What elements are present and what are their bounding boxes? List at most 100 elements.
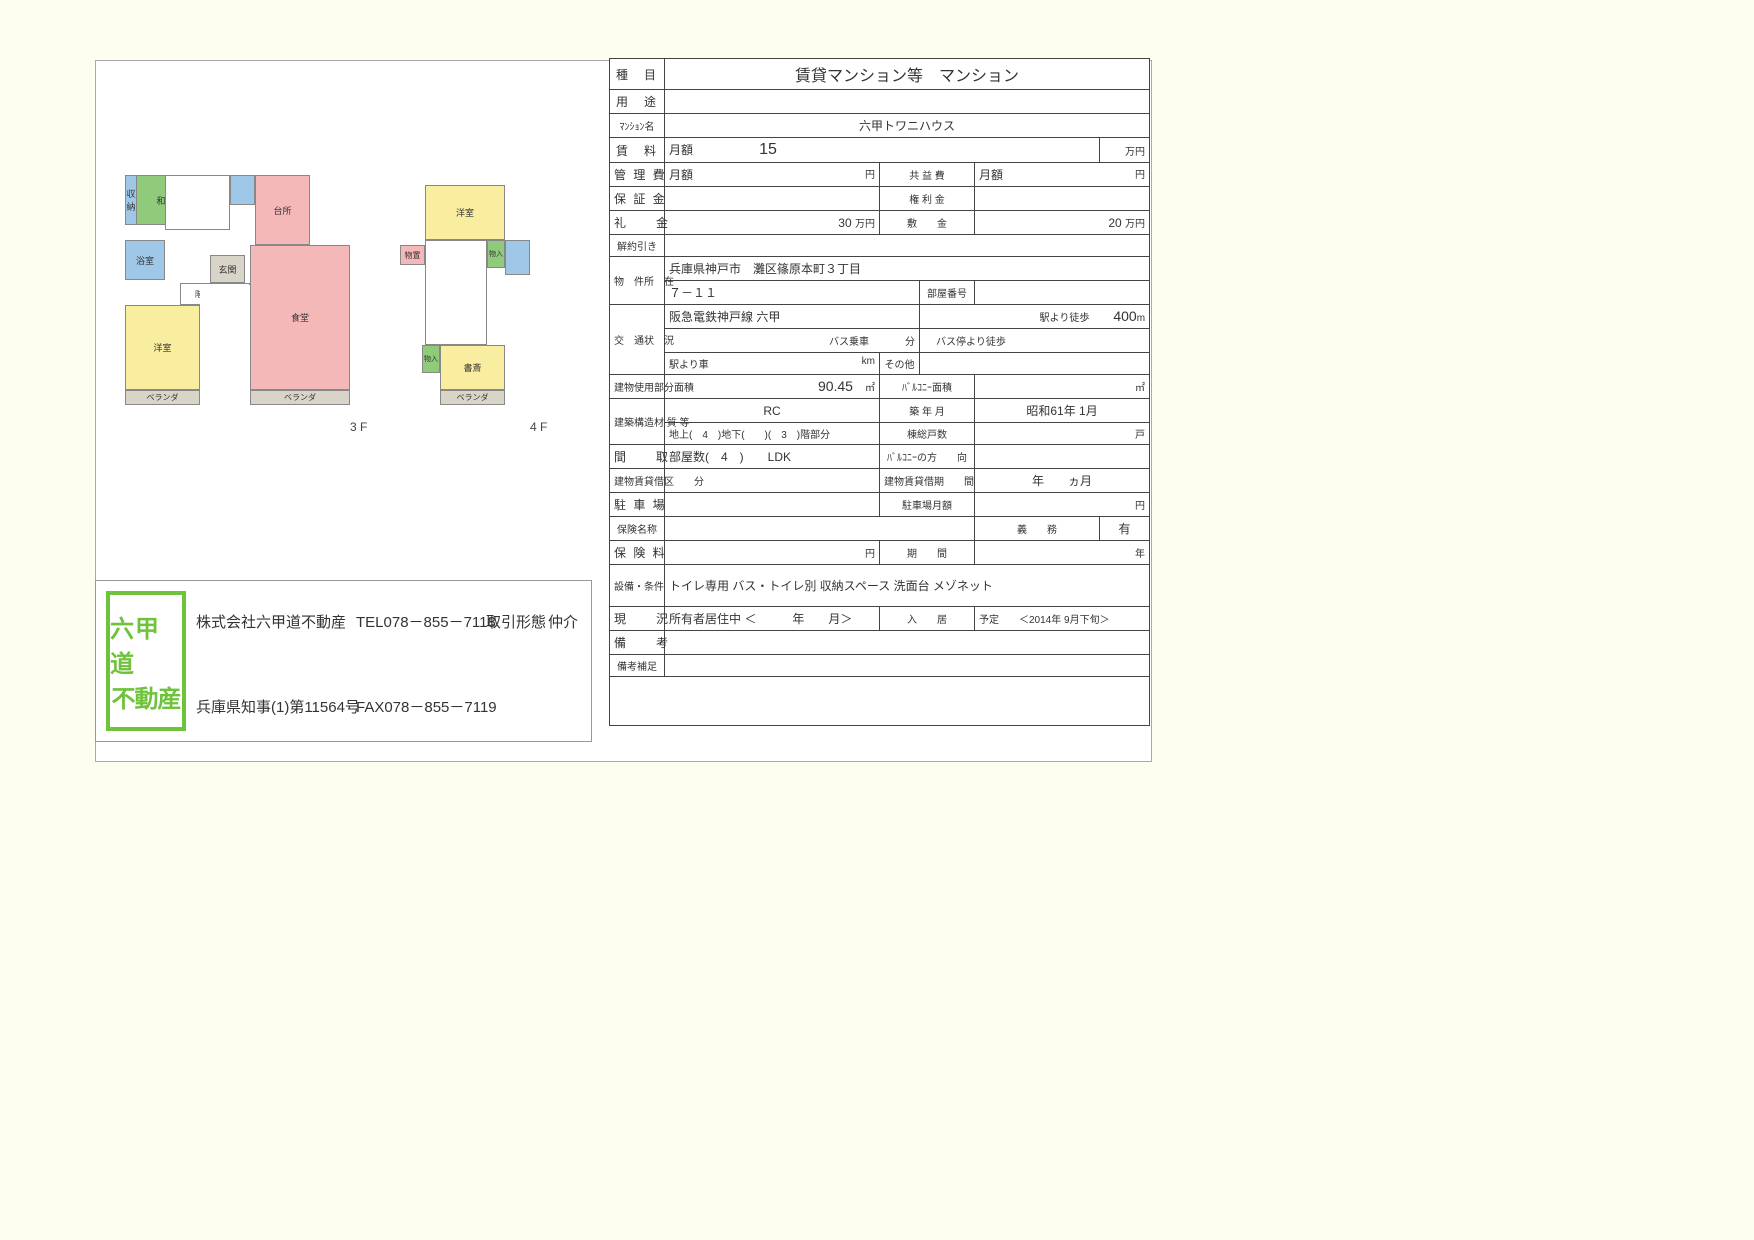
val-shikikin: 20 万円 [975, 211, 1150, 235]
val-youtou [665, 90, 1150, 114]
val-kaiyaku [665, 235, 1150, 257]
lab-parking: 駐 車 場 [610, 493, 665, 517]
lab-chintai-kikan: 建物賃貸借期 間 [880, 469, 975, 493]
val-chikunen: 昭和61年 1月 [975, 399, 1150, 423]
val-hokenmei [665, 517, 975, 541]
veranda-3f-1: ベランダ [125, 390, 200, 405]
lab-genkyo: 現 況 [610, 607, 665, 631]
val-kotsu-car: 駅より車km [665, 353, 880, 375]
lab-kotsu-other: その他 [880, 353, 920, 375]
room-genkan: 玄関 [210, 255, 245, 283]
lab-kyoekihi: 共 益 費 [880, 163, 975, 187]
lab-kotsu: 交 通状 況 [610, 305, 665, 375]
val-hokenryo: 円 [665, 541, 880, 565]
room-small4f [505, 240, 530, 275]
room-storage: 収納 [125, 175, 137, 225]
lab-chintai-kubun: 建物賃貸借区 分 [610, 469, 665, 493]
val-bikou2 [665, 655, 1150, 677]
val-kenrikin [975, 187, 1150, 211]
floor4-label: 4 F [530, 420, 547, 434]
lab-hokenmei: 保険名称 [610, 517, 665, 541]
room-hallway4f [425, 240, 487, 345]
company-box: 六甲道 不動産 株式会社六甲道不動産 TEL078－855－7118 取引形態 … [95, 580, 592, 742]
val-kanrihi: 月額円 [665, 163, 880, 187]
room-dining: 食堂 [250, 245, 350, 390]
lab-heya: 部屋番号 [920, 281, 975, 305]
room-shosai: 書斎 [440, 345, 505, 390]
val-setsubi: トイレ専用 バス・トイレ別 収納スペース 洗面台 メゾネット [665, 565, 1150, 607]
val-kotsu-bus: バス乗車 分 [665, 329, 920, 353]
val-madori: 部屋数( 4 ) LDK [665, 445, 880, 469]
val-kotsu-walk: 駅より徒歩 400m [920, 305, 1150, 329]
room-monoire1: 物入 [487, 240, 505, 268]
floor3-label: 3 F [350, 420, 367, 434]
val-nyukyo: 予定 ＜2014年 9月下旬＞ [975, 607, 1150, 631]
room-bath: 浴室 [125, 240, 165, 280]
lab-hoken-gimu: 義 務 [975, 517, 1100, 541]
val-bikou [665, 631, 1150, 655]
unit-chinryo: 万円 [1100, 138, 1150, 163]
lab-setsubi: 設備・条件 [610, 565, 665, 607]
blank-row [610, 677, 1150, 726]
val-parking [665, 493, 880, 517]
company-logo: 六甲道 不動産 [106, 591, 186, 731]
company-name: 株式会社六甲道不動産 [196, 611, 346, 632]
floorplan-4f: 洋室 物置 物入 物入 書斎 ベランダ [425, 185, 545, 435]
company-tel: TEL078－855－7118 [356, 611, 496, 632]
lab-shikikin: 敷 金 [880, 211, 975, 235]
val-chinryo-row: 月額15 [665, 138, 1100, 163]
lab-kenrikin: 権 利 金 [880, 187, 975, 211]
lab-hoken-kikan: 期 間 [880, 541, 975, 565]
floorplan-3f: 和室6帖 収納 押入 台所 浴室 玄関 階段ホール 洋室 食堂 ベランダ ベラン… [125, 175, 365, 435]
val-bukken2: ７－１１ [665, 281, 920, 305]
val-bukken1: 兵庫県神戸市 灘区篠原本町３丁目 [665, 257, 1150, 281]
lab-balcony-area: ﾊﾞﾙｺﾆｰ面積 [880, 375, 975, 399]
val-chintai-kikan: 年 ヵ月 [975, 469, 1150, 493]
val-kozo2: 地上( 4 )地下( )( 3 )階部分 [665, 423, 880, 445]
torihiki-label: 取引形態 [486, 611, 546, 632]
val-menseki: 90.45 ㎡ [665, 375, 880, 399]
veranda-3f-2: ベランダ [250, 390, 350, 405]
val-hoshokin [665, 187, 880, 211]
room-small1 [230, 175, 255, 205]
torihiki-value: 仲介 [548, 611, 578, 632]
logo-line2: 不動産 [112, 679, 181, 714]
lab-mansion: ﾏﾝｼｮﾝ名 [610, 114, 665, 138]
val-kotsu-busstop: バス停より徒歩 [920, 329, 1150, 353]
val-tosu: 戸 [975, 423, 1150, 445]
val-hoken-kikan: 年 [975, 541, 1150, 565]
room-stairs [200, 285, 250, 355]
room-kitchen: 台所 [255, 175, 310, 245]
val-shumoku: 賃貸マンション等 マンション [665, 59, 1150, 90]
room-small2 [165, 175, 230, 230]
val-balcony-area: ㎡ [975, 375, 1150, 399]
veranda-4f: ベランダ [440, 390, 505, 405]
val-hoken-gimu: 有 [1100, 517, 1150, 541]
lab-parking-sub: 駐車場月額 [880, 493, 975, 517]
val-mansion: 六甲トワニハウス [665, 114, 1150, 138]
company-license: 兵庫県知事(1)第11564号 [196, 696, 360, 717]
lab-balcony-dir: ﾊﾞﾙｺﾆｰの方 向 [880, 445, 975, 469]
room-youshitsu3f: 洋室 [125, 305, 200, 390]
logo-line1: 六甲道 [110, 609, 182, 679]
val-parking-sub: 円 [975, 493, 1150, 517]
lab-menseki: 建物使用部分面積 [610, 375, 665, 399]
room-monoire2: 物入 [422, 345, 440, 373]
lab-kanrihi: 管 理 費 [610, 163, 665, 187]
lab-hoshokin: 保 証 金 [610, 187, 665, 211]
lab-madori: 間 取 [610, 445, 665, 469]
lab-bikou: 備 考 [610, 631, 665, 655]
room-youshitsu4f: 洋室 [425, 185, 505, 240]
val-kotsu-other [920, 353, 1150, 375]
lab-chikunen: 築 年 月 [880, 399, 975, 423]
lab-youtou: 用 途 [610, 90, 665, 114]
property-detail-table: 種 目 賃貸マンション等 マンション 用 途 ﾏﾝｼｮﾝ名 六甲トワニハウス 賃… [609, 58, 1150, 726]
lab-bikou2: 備考補足 [610, 655, 665, 677]
val-kyoekihi: 月額円 [975, 163, 1150, 187]
room-monooki: 物置 [400, 245, 425, 265]
lab-chinryo: 賃 料 [610, 138, 665, 163]
lab-reikin: 礼 金 [610, 211, 665, 235]
lab-hokenryo: 保 険 料 [610, 541, 665, 565]
val-genkyo: 所有者居住中 ＜ 年 月＞ [665, 607, 880, 631]
val-heya [975, 281, 1150, 305]
